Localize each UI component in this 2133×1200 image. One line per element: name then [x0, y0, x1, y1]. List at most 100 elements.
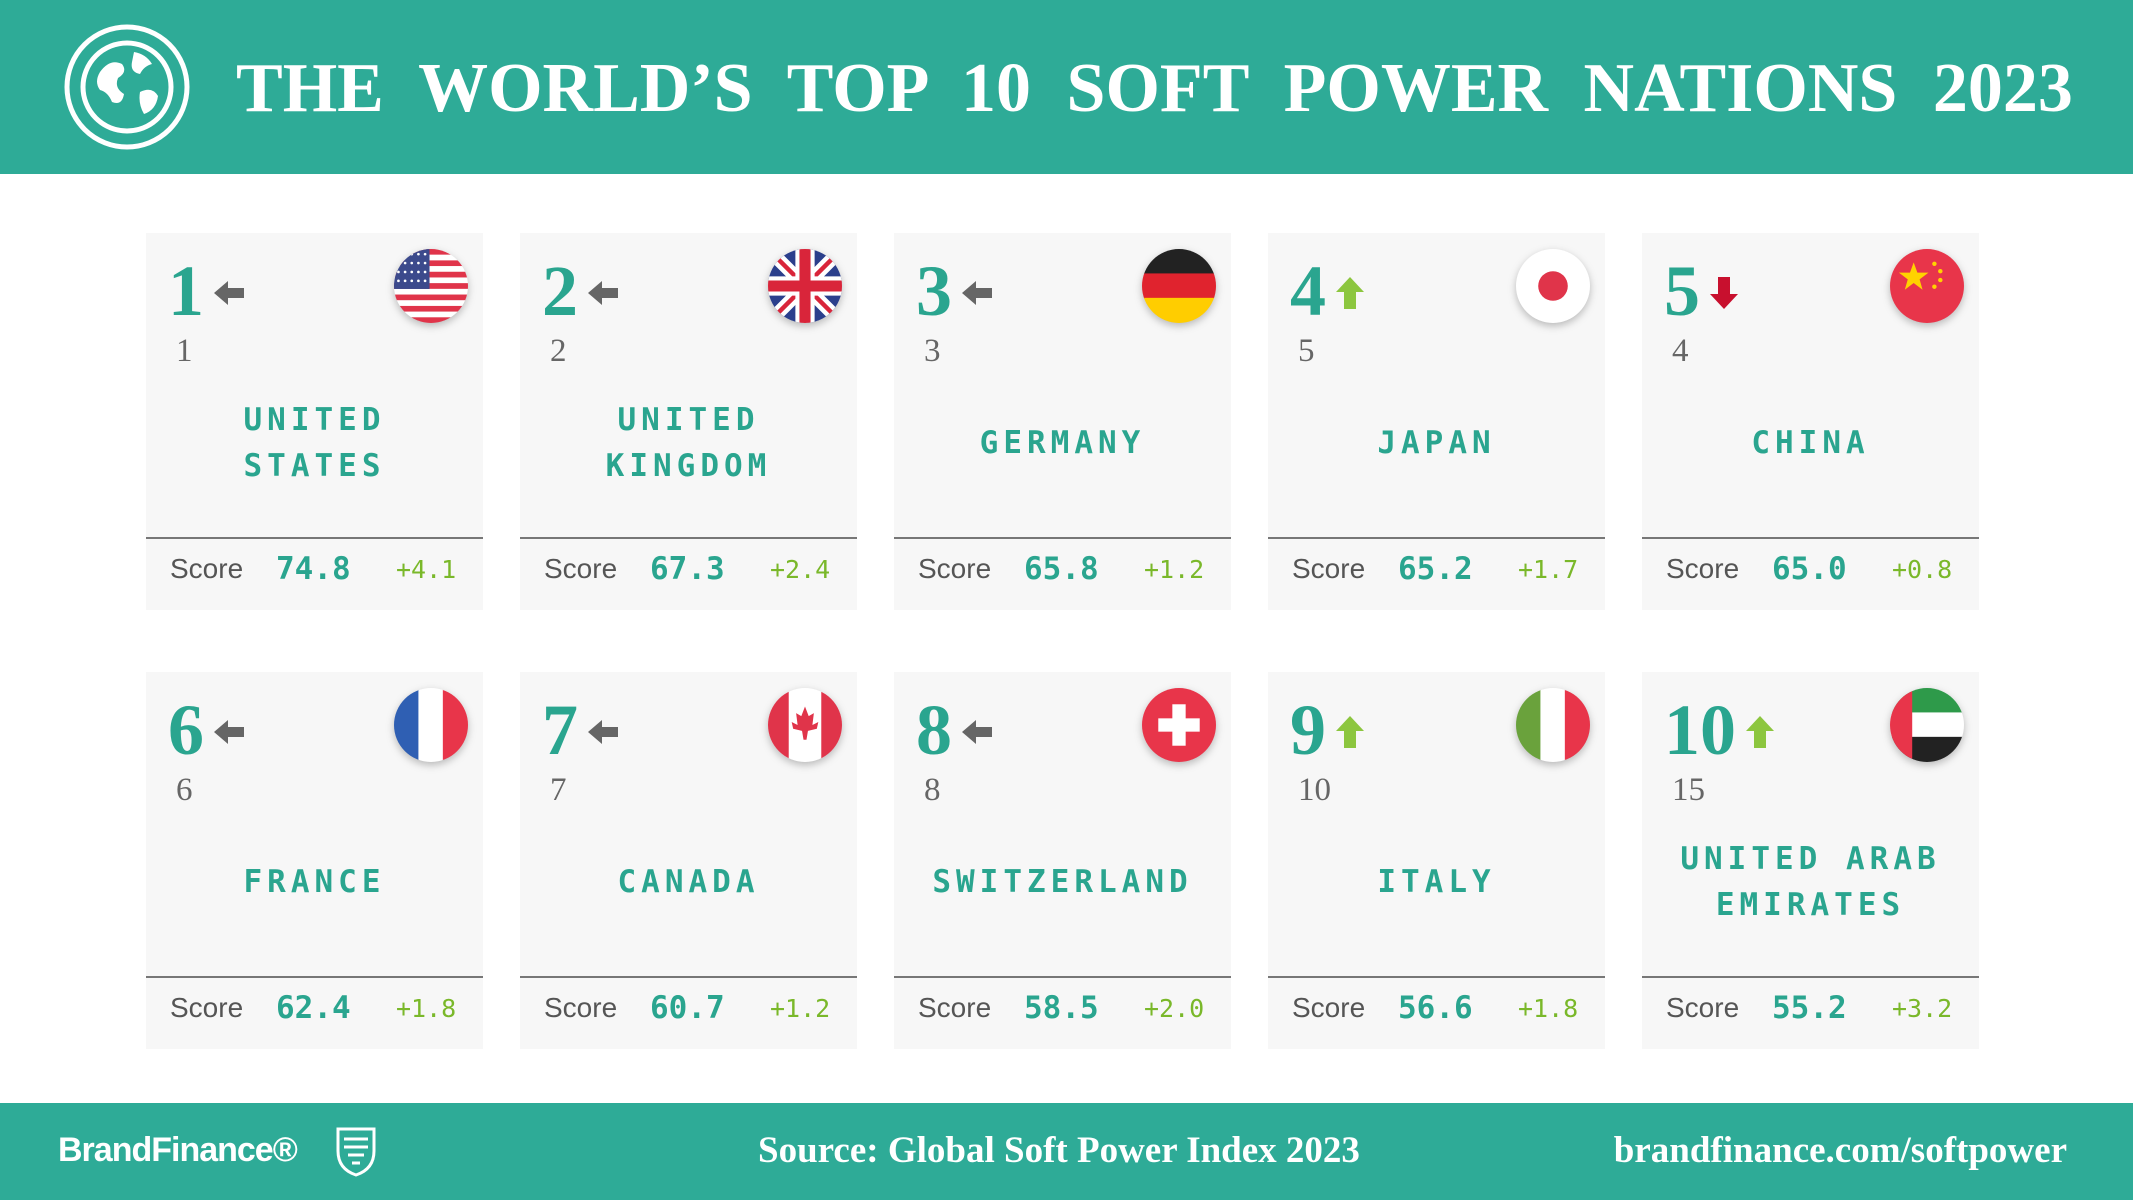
country-card: 6 6 FRANCE Score 62.4 +1.8	[146, 672, 483, 1049]
score: 65.0	[1772, 551, 1847, 587]
flag	[1142, 249, 1216, 323]
divider	[1268, 976, 1605, 978]
country-name: UNITED KINGDOM	[605, 402, 772, 484]
score-change: +1.7	[1518, 555, 1579, 584]
country-name: JAPAN	[1377, 425, 1496, 461]
flag	[394, 249, 468, 323]
country-name: UNITED STATES	[243, 402, 386, 484]
score-label: Score	[918, 992, 992, 1023]
score-change: +1.2	[770, 994, 831, 1023]
score: 67.3	[650, 551, 725, 587]
score-change: +1.8	[396, 994, 457, 1023]
score-label: Score	[918, 553, 992, 584]
header: THE WORLD’S TOP 10 SOFT POWER NATIONS 20…	[0, 0, 2133, 174]
score-label: Score	[544, 992, 618, 1023]
trend-arrow	[214, 281, 244, 305]
score-label: Score	[1292, 992, 1366, 1023]
rank: 1	[168, 251, 204, 331]
score-label: Score	[1292, 553, 1366, 584]
rank: 10	[1664, 690, 1736, 770]
score-label: Score	[170, 553, 244, 584]
country-card: 1 1 UNITED STATES Score 74.8 +4.1	[146, 233, 483, 610]
rank: 4	[1290, 251, 1326, 331]
country-name: SWITZERLAND	[932, 864, 1193, 900]
divider	[1268, 537, 1605, 539]
divider	[1642, 537, 1979, 539]
score-change: +1.2	[1144, 555, 1205, 584]
url: brandfinance.com/softpower	[1613, 1130, 2067, 1171]
rank: 3	[916, 251, 952, 331]
score: 56.6	[1398, 990, 1473, 1026]
rank: 9	[1290, 690, 1326, 770]
score: 65.2	[1398, 551, 1473, 587]
previous-rank: 15	[1672, 772, 1705, 808]
score-label: Score	[1666, 992, 1740, 1023]
score: 62.4	[276, 990, 351, 1026]
source: Source: Global Soft Power Index 2023	[758, 1130, 1360, 1171]
divider	[520, 976, 857, 978]
rank: 8	[916, 690, 952, 770]
rank: 7	[542, 690, 578, 770]
trend-arrow	[1710, 277, 1738, 309]
brand: BrandFinance®	[58, 1131, 298, 1169]
flag	[768, 688, 842, 762]
country-card: 7 7 CANADA Score 60.7 +1.2	[520, 672, 857, 1049]
previous-rank: 1	[176, 333, 193, 369]
globe-icon	[64, 24, 190, 150]
score: 60.7	[650, 990, 725, 1026]
trend-arrow	[588, 281, 618, 305]
flag	[394, 688, 468, 762]
country-card: 9 10 ITALY Score 56.6 +1.8	[1268, 672, 1605, 1049]
country-card: 8 8 SWITZERLAND Score 58.5 +2.0	[894, 672, 1231, 1049]
rank: 5	[1664, 251, 1700, 331]
flag	[1142, 688, 1216, 762]
previous-rank: 3	[924, 333, 941, 369]
rank: 2	[542, 251, 578, 331]
country-card: 5 4 CHINA Score 65.0 +0.8	[1642, 233, 1979, 610]
country-name: UNITED ARAB EMIRATES	[1680, 841, 1941, 923]
score: 58.5	[1024, 990, 1099, 1026]
divider	[894, 976, 1231, 978]
previous-rank: 10	[1298, 772, 1331, 808]
trend-arrow	[1746, 716, 1774, 748]
country-card: 3 3 GERMANY Score 65.8 +1.2	[894, 233, 1231, 610]
previous-rank: 6	[176, 772, 193, 808]
country-card: 4 5 JAPAN Score 65.2 +1.7	[1268, 233, 1605, 610]
divider	[146, 537, 483, 539]
score-change: +2.0	[1144, 994, 1205, 1023]
trend-arrow	[588, 720, 618, 744]
score: 65.8	[1024, 551, 1099, 587]
footer: BrandFinance® Source: Global Soft Power …	[0, 1103, 2133, 1200]
divider	[146, 976, 483, 978]
rank: 6	[168, 690, 204, 770]
score-change: +2.4	[770, 555, 831, 584]
trend-arrow	[962, 281, 992, 305]
country-card: 10 15 UNITED ARAB EMIRATES Score 55.2 +3.2	[1642, 672, 1979, 1049]
score-label: Score	[1666, 553, 1740, 584]
country-name: CANADA	[617, 864, 760, 900]
score: 74.8	[276, 551, 351, 587]
trend-arrow	[962, 720, 992, 744]
score-change: +1.8	[1518, 994, 1579, 1023]
previous-rank: 2	[550, 333, 567, 369]
divider	[894, 537, 1231, 539]
country-name: CHINA	[1751, 425, 1870, 461]
flag	[1516, 688, 1590, 762]
score-change: +4.1	[396, 555, 457, 584]
flag	[1890, 249, 1964, 323]
score-label: Score	[170, 992, 244, 1023]
previous-rank: 8	[924, 772, 941, 808]
previous-rank: 5	[1298, 333, 1315, 369]
country-name: FRANCE	[243, 864, 386, 900]
divider	[1642, 976, 1979, 978]
flag	[1890, 688, 1964, 762]
score-change: +3.2	[1892, 994, 1953, 1023]
score-label: Score	[544, 553, 618, 584]
previous-rank: 7	[550, 772, 567, 808]
trend-arrow	[214, 720, 244, 744]
flag	[768, 249, 842, 323]
trend-arrow	[1336, 716, 1364, 748]
previous-rank: 4	[1672, 333, 1689, 369]
brand-shield	[336, 1127, 376, 1177]
